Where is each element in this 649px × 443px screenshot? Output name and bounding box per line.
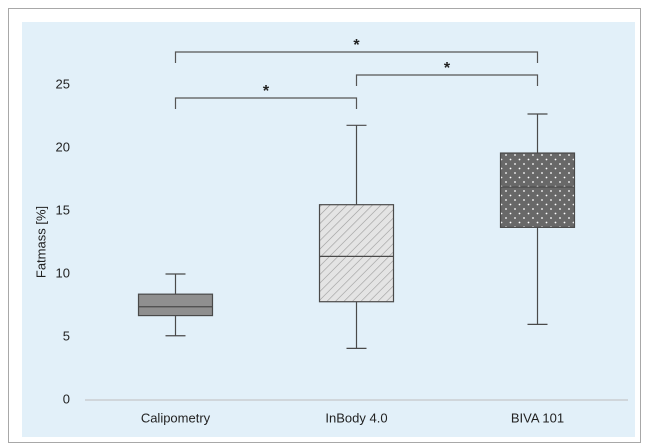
significance-bracket xyxy=(174,51,539,63)
y-tick-label: 20 xyxy=(56,139,70,154)
y-tick-label: 10 xyxy=(56,265,70,280)
y-tick-label: 15 xyxy=(56,202,70,217)
significance-bracket xyxy=(174,97,358,109)
y-tick-label: 0 xyxy=(63,391,70,406)
y-axis-title: Fatmass [%] xyxy=(33,206,48,278)
box xyxy=(499,152,576,228)
y-tick-label: 5 xyxy=(63,328,70,343)
significance-bracket xyxy=(355,74,539,86)
significance-star: * xyxy=(444,60,451,77)
box xyxy=(318,204,395,303)
box xyxy=(137,293,214,317)
x-tick-label: InBody 4.0 xyxy=(325,410,387,425)
significance-star: * xyxy=(263,83,270,100)
y-tick-label: 25 xyxy=(56,76,70,91)
significance-star: * xyxy=(353,37,360,54)
x-tick-label: Calipometry xyxy=(141,410,211,425)
x-tick-label: BIVA 101 xyxy=(511,410,564,425)
